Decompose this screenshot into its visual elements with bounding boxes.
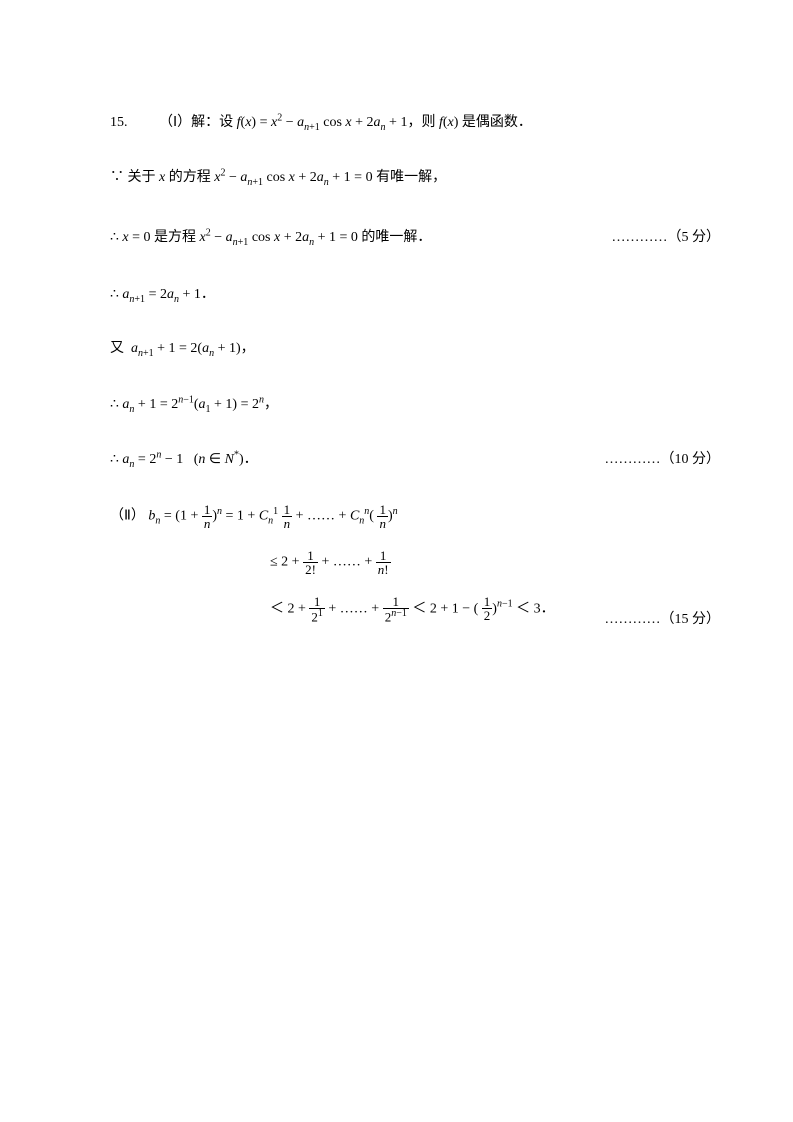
line-6: ∴ an + 1 = 2n−1(a1 + 1) = 2n， <box>110 392 710 417</box>
solution-page: 15. （Ⅰ）解：设 f(x) = x2 − an+1 cos x + 2an … <box>110 110 710 637</box>
text-l8a: （Ⅱ） bn = (1 + 1 n )n = 1 + Cn1 1 n + …… … <box>110 503 398 530</box>
text-l3: ∴ x = 0 是方程 x2 − an+1 cos x + 2an + 1 = … <box>110 230 431 245</box>
line-5: 又 an+1 + 1 = 2(an + 1)， <box>110 338 710 362</box>
frac-1-over-2-nm1: 1 2n−1 <box>383 595 409 623</box>
text-l5: 又 an+1 + 1 = 2(an + 1)， <box>110 341 255 356</box>
line-7: ∴ an = 2n − 1 (n ∈ N*)． …………（10 分） <box>110 447 710 472</box>
text-l2: ∵ 关于 x 的方程 x2 − an+1 cos x + 2an + 1 = 0… <box>110 170 446 185</box>
text-l8b: ≤ 2 + 1 2! + …… + 1 n! <box>270 549 391 576</box>
text-l8c: ＜ 2 + 1 21 + …… + 1 2n−1 ＜ 2 + 1 − ( 1 2… <box>270 595 555 623</box>
frac-1-over-n: 1 n <box>202 503 213 530</box>
question-number: 15. <box>110 115 128 130</box>
line-8a: （Ⅱ） bn = (1 + 1 n )n = 1 + Cn1 1 n + …… … <box>110 499 710 535</box>
frac-1-over-2-1: 1 21 <box>309 595 325 623</box>
line-4: ∴ an+1 = 2an + 1． <box>110 284 710 308</box>
text-l4: ∴ an+1 = 2an + 1． <box>110 287 215 302</box>
line-1: 15. （Ⅰ）解：设 f(x) = x2 − an+1 cos x + 2an … <box>110 110 710 135</box>
score-15: …………（15 分） <box>605 609 721 631</box>
line-2: ∵ 关于 x 的方程 x2 − an+1 cos x + 2an + 1 = 0… <box>110 165 710 190</box>
text-l1: （Ⅰ）解：设 f(x) = x2 − an+1 cos x + 2an + 1，… <box>159 115 532 130</box>
text-l7: ∴ an = 2n − 1 (n ∈ N*)． <box>110 452 258 467</box>
text-l6: ∴ an + 1 = 2n−1(a1 + 1) = 2n， <box>110 397 278 412</box>
frac-1-over-n-2: 1 n <box>282 503 293 530</box>
line-3: ∴ x = 0 是方程 x2 − an+1 cos x + 2an + 1 = … <box>110 225 710 250</box>
frac-1-over-n-3: 1 n <box>377 503 388 530</box>
line-8b: ≤ 2 + 1 2! + …… + 1 n! <box>270 545 710 581</box>
frac-1-over-2fact: 1 2! <box>303 549 318 576</box>
line-8c: ＜ 2 + 1 21 + …… + 1 2n−1 ＜ 2 + 1 − ( 1 2… <box>270 591 710 627</box>
frac-1-over-nfact: 1 n! <box>376 549 391 576</box>
score-5: …………（5 分） <box>612 227 721 249</box>
score-10: …………（10 分） <box>605 449 721 471</box>
frac-1-over-2: 1 2 <box>482 595 493 622</box>
